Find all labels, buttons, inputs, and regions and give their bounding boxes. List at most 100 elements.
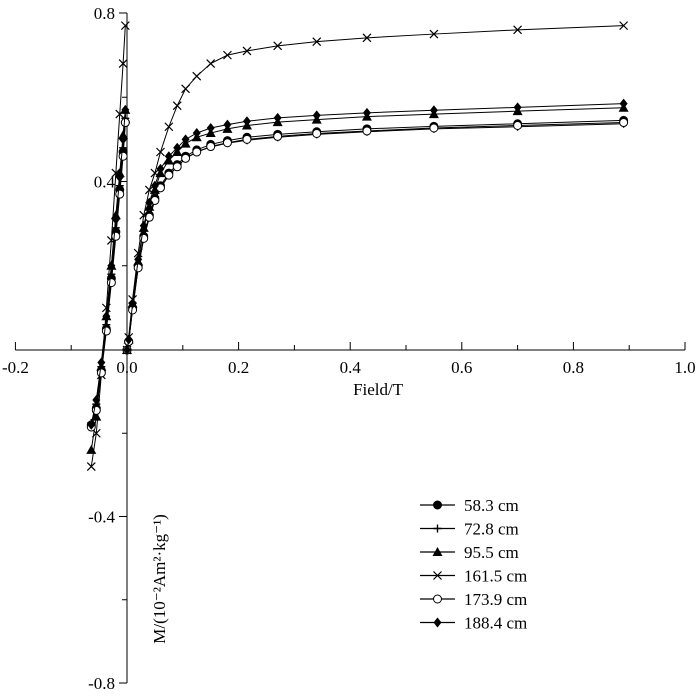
y-tick-label: 0.4 (94, 173, 116, 192)
data-point (181, 134, 190, 145)
data-point (312, 128, 322, 138)
data-point (101, 326, 111, 336)
data-point (164, 170, 174, 180)
y-tick-label: -0.8 (88, 674, 115, 693)
data-point (242, 116, 251, 127)
data-point (115, 172, 124, 183)
data-point (223, 50, 232, 60)
data-point (86, 462, 96, 471)
data-point (362, 33, 372, 43)
data-point (433, 571, 442, 580)
data-point (433, 500, 442, 510)
data-point (120, 118, 130, 128)
data-point (120, 21, 130, 31)
data-point (192, 147, 202, 157)
data-point (432, 547, 443, 556)
data-point (206, 123, 215, 134)
series-line (126, 103, 624, 351)
data-point (192, 128, 201, 139)
data-point (134, 254, 143, 265)
series-line (126, 119, 624, 351)
series-line (126, 107, 624, 351)
legend-entry-label: 95.5 cm (464, 543, 519, 562)
series-line (126, 25, 624, 351)
x-tick-label: 1.0 (674, 358, 695, 377)
data-point (172, 101, 182, 111)
legend-entry-label: 173.9 cm (464, 590, 527, 609)
data-point (128, 298, 137, 309)
data-point (111, 214, 120, 225)
data-point (111, 231, 121, 241)
data-point (156, 163, 165, 174)
data-point (362, 107, 371, 118)
data-point (312, 37, 322, 47)
data-point (115, 181, 124, 190)
data-point (118, 59, 128, 68)
series-188-4-cm (87, 98, 628, 430)
data-point (145, 197, 154, 208)
legend-entry-label: 161.5 cm (464, 567, 527, 586)
data-point (164, 151, 173, 162)
data-point (118, 151, 128, 161)
data-point (124, 334, 133, 345)
y-tick-label: -0.4 (88, 508, 115, 527)
x-tick-label: 0.2 (228, 358, 249, 377)
data-point (362, 126, 372, 136)
data-point (92, 394, 101, 405)
data-point (133, 263, 143, 273)
data-point (123, 345, 131, 355)
legend-entry-label: 72.8 cm (464, 520, 519, 539)
data-point (619, 118, 629, 128)
data-point (181, 84, 191, 94)
x-tick-label: 0.8 (563, 358, 584, 377)
data-point (181, 153, 191, 163)
data-point (429, 123, 439, 133)
data-point (119, 134, 128, 145)
data-point (96, 368, 106, 378)
data-point (102, 311, 111, 322)
x-tick-label: 0.4 (340, 358, 362, 377)
data-point (173, 142, 182, 153)
legend-entry-label: 188.4 cm (464, 614, 527, 633)
data-point (273, 41, 283, 51)
data-point (513, 102, 522, 113)
data-point (206, 142, 216, 152)
data-point (121, 104, 130, 115)
axes: -0.2 0.0 0.2 0.4 0.6 0.8 1.0 -0.8 -0.4 0.4 0.8 (2, 4, 696, 693)
data-point (115, 109, 125, 119)
x-tick-label: 0.0 (116, 358, 137, 377)
data-point (433, 524, 442, 533)
data-point (206, 59, 216, 68)
data-point (433, 617, 442, 628)
legend-entry-label: 58.3 cm (464, 496, 519, 515)
data-point (150, 180, 159, 191)
y-axis-label: M/(10⁻²Am²·kg⁻¹) (150, 514, 169, 644)
data-point (242, 134, 252, 144)
data-point (156, 147, 165, 157)
x-ticks: -0.2 0.0 0.2 0.4 0.6 0.8 1.0 (2, 342, 696, 377)
data-point (97, 357, 106, 368)
data-point (513, 25, 523, 35)
data-point (312, 110, 321, 121)
data-point (242, 46, 252, 56)
data-point (619, 98, 628, 109)
x-tick-label: -0.2 (2, 358, 29, 377)
data-point (223, 119, 232, 130)
data-point (150, 168, 160, 178)
data-point (139, 220, 148, 231)
data-point (172, 162, 182, 172)
data-point (111, 223, 120, 232)
data-point (144, 185, 154, 195)
series-line (126, 123, 624, 351)
data-point (619, 21, 629, 31)
x-tick-label: 0.6 (451, 358, 472, 377)
data-point (429, 105, 438, 116)
y-ticks: -0.8 -0.4 0.4 0.8 (88, 4, 127, 693)
series-161-5-cm (86, 21, 629, 471)
data-point (192, 71, 202, 81)
legend: 58.3 cm 72.8 cm 95.5 cm 161.5 cm 173.9 cm 188… (420, 496, 527, 633)
data-point (433, 594, 442, 604)
data-point (164, 122, 174, 132)
data-point (87, 419, 96, 430)
